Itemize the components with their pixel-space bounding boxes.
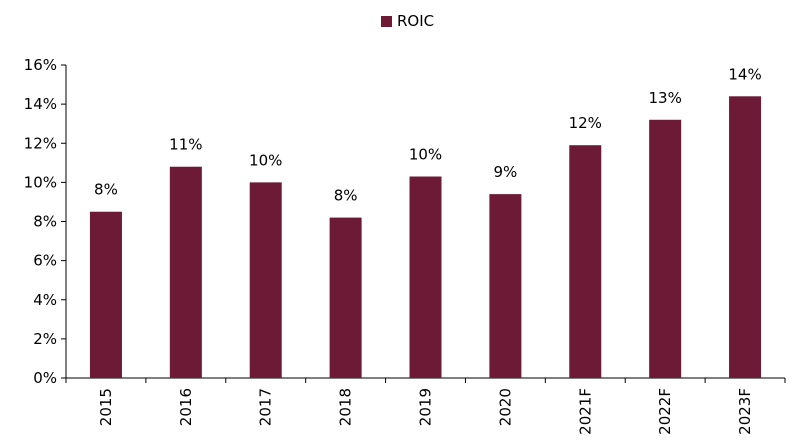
y-tick-label: 8% (33, 213, 57, 231)
x-tick-label-2019: 2019 (417, 388, 435, 426)
y-tick-label: 4% (33, 291, 57, 309)
x-tick-label-2020: 2020 (496, 388, 514, 426)
bar-2015 (89, 211, 122, 378)
data-label-2023f: 14% (728, 65, 761, 83)
y-tick-label: 10% (24, 173, 57, 191)
x-tick-label-2015: 2015 (97, 388, 115, 426)
y-tick-label: 6% (33, 252, 57, 270)
y-tick-label: 0% (33, 369, 57, 387)
data-label-2022f: 13% (648, 89, 681, 107)
y-tick-label: 14% (24, 95, 57, 113)
bars (89, 96, 762, 379)
bar-2023f (729, 96, 762, 379)
bar-2019 (409, 176, 442, 378)
data-label-2018: 8% (334, 187, 358, 205)
y-tick-label: 16% (24, 56, 57, 74)
x-ticks: 2015 2016 2017 2018 2019 2020 2021F 2022F 2023F (65, 378, 786, 435)
bar-2017 (249, 182, 282, 378)
x-tick-label-2021f: 2021F (576, 388, 594, 435)
data-label-2016: 11% (169, 136, 202, 154)
bar-2018 (329, 217, 362, 378)
y-ticks: 0% 2% 4% 6% 8% 10% 12% 14% 16% (24, 56, 66, 387)
bar-2022f (649, 119, 682, 379)
data-label-2020: 9% (493, 163, 517, 181)
bar-2016 (169, 166, 202, 378)
data-labels: 8% 11% 10% 8% 10% 9% 12% 13% 14% (94, 65, 762, 204)
legend-label-roic: ROIC (397, 12, 434, 30)
x-tick-label-2023f: 2023F (736, 388, 754, 435)
y-tick-label: 2% (33, 330, 57, 348)
data-label-2017: 10% (249, 151, 282, 169)
bar-2021f (569, 145, 602, 378)
x-tick-label-2017: 2017 (257, 388, 275, 426)
legend-swatch-roic (381, 16, 392, 27)
bar-2020 (489, 194, 522, 378)
legend: ROIC (381, 12, 434, 30)
x-tick-label-2018: 2018 (337, 388, 355, 426)
x-tick-label-2022f: 2022F (656, 388, 674, 435)
data-label-2019: 10% (409, 146, 442, 164)
x-tick-label-2016: 2016 (177, 388, 195, 426)
data-label-2021f: 12% (569, 114, 602, 132)
data-label-2015: 8% (94, 181, 118, 199)
y-tick-label: 12% (24, 134, 57, 152)
